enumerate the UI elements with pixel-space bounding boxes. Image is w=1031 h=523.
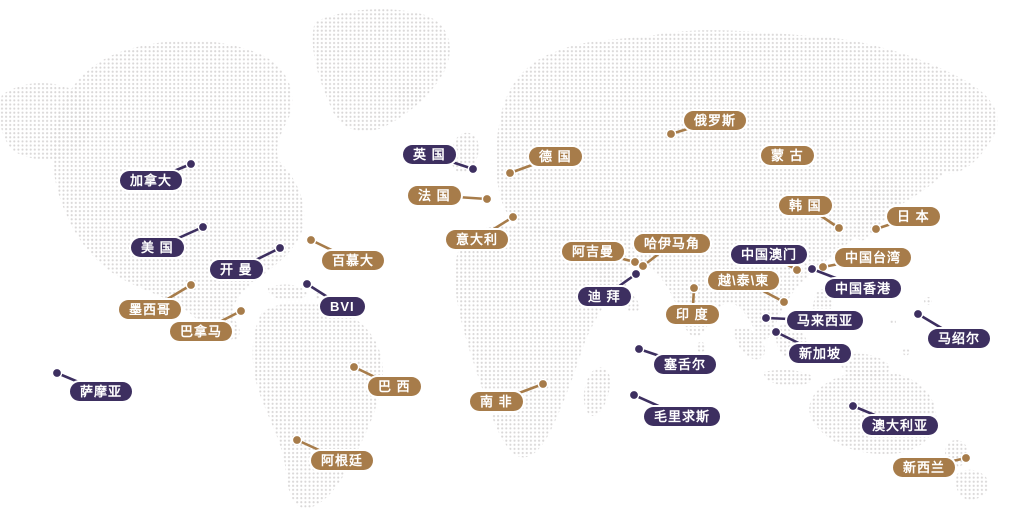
pin-dot-uk bbox=[467, 163, 479, 175]
pin-dot-italy bbox=[507, 211, 519, 223]
location-pill-ajman: 阿吉曼 bbox=[562, 242, 625, 261]
location-pill-germany: 德 国 bbox=[529, 147, 582, 166]
pin-dot-korea bbox=[833, 222, 845, 234]
pin-dot-china-hongkong bbox=[806, 263, 818, 275]
location-pill-uk: 英 国 bbox=[403, 145, 456, 164]
location-pill-china-hongkong: 中国香港 bbox=[825, 279, 902, 298]
pin-dot-france bbox=[481, 193, 493, 205]
location-pill-bvi: BVI bbox=[320, 297, 365, 316]
location-pill-singapore: 新加坡 bbox=[789, 344, 852, 363]
location-pill-mongolia: 蒙 古 bbox=[761, 146, 814, 165]
pin-dot-new-zealand bbox=[960, 452, 972, 464]
pin-dot-samoa bbox=[51, 367, 63, 379]
pin-dot-south-africa bbox=[537, 378, 549, 390]
location-pill-ras-al-khaimah: 哈伊马角 bbox=[634, 234, 711, 253]
location-pill-japan: 日 本 bbox=[887, 207, 940, 226]
location-pill-mexico: 墨西哥 bbox=[119, 300, 182, 319]
pin-dot-india bbox=[688, 282, 700, 294]
pin-dot-germany bbox=[504, 167, 516, 179]
location-pill-france: 法 国 bbox=[408, 186, 461, 205]
pin-dot-china-macau bbox=[791, 264, 803, 276]
location-pill-canada: 加拿大 bbox=[120, 171, 183, 190]
location-pill-brazil: 巴 西 bbox=[368, 377, 421, 396]
location-pill-italy: 意大利 bbox=[446, 230, 509, 249]
location-pill-mauritius: 毛里求斯 bbox=[644, 407, 721, 426]
pin-dot-mexico bbox=[185, 279, 197, 291]
location-pill-bermuda: 百慕大 bbox=[322, 251, 385, 270]
location-pill-india: 印 度 bbox=[666, 305, 719, 324]
pin-dot-argentina bbox=[291, 434, 303, 446]
location-pill-dubai: 迪 拜 bbox=[578, 287, 631, 306]
pin-dot-dubai bbox=[630, 268, 642, 280]
location-pill-china-macau: 中国澳门 bbox=[731, 245, 808, 264]
location-pill-argentina: 阿根廷 bbox=[311, 451, 374, 470]
pin-dot-usa bbox=[197, 221, 209, 233]
pin-dot-vietnam-thailand-cambodia bbox=[778, 296, 790, 308]
location-pill-usa: 美 国 bbox=[131, 238, 184, 257]
pin-dot-mauritius bbox=[628, 389, 640, 401]
pin-dot-russia bbox=[665, 128, 677, 140]
pin-dot-bvi bbox=[301, 278, 313, 290]
pin-dot-australia bbox=[847, 400, 859, 412]
pin-dot-singapore bbox=[770, 326, 782, 338]
location-pill-samoa: 萨摩亚 bbox=[70, 382, 133, 401]
pin-dot-ras-al-khaimah bbox=[637, 260, 649, 272]
location-pill-malaysia: 马来西亚 bbox=[787, 311, 864, 330]
location-pill-south-africa: 南 非 bbox=[470, 392, 523, 411]
location-pill-marshall-islands: 马绍尔 bbox=[928, 329, 991, 348]
location-pill-seychelles: 塞舌尔 bbox=[654, 355, 717, 374]
location-pill-new-zealand: 新西兰 bbox=[893, 458, 956, 477]
pin-dot-panama bbox=[235, 305, 247, 317]
pin-dot-bermuda bbox=[305, 234, 317, 246]
pin-dot-seychelles bbox=[633, 343, 645, 355]
pin-dot-canada bbox=[185, 158, 197, 170]
location-pill-cayman: 开 曼 bbox=[210, 260, 263, 279]
location-pill-russia: 俄罗斯 bbox=[684, 111, 747, 130]
location-pill-vietnam-thailand-cambodia: 越\泰\柬 bbox=[708, 271, 780, 290]
location-pill-china-taiwan: 中国台湾 bbox=[835, 248, 912, 267]
pin-dot-china-taiwan bbox=[817, 261, 829, 273]
location-pill-panama: 巴拿马 bbox=[170, 322, 233, 341]
pin-dot-cayman bbox=[274, 242, 286, 254]
pin-dot-malaysia bbox=[760, 312, 772, 324]
pin-dot-brazil bbox=[348, 361, 360, 373]
pin-dot-marshall-islands bbox=[912, 308, 924, 320]
pin-dot-japan bbox=[870, 223, 882, 235]
location-pill-korea: 韩 国 bbox=[779, 196, 832, 215]
location-pill-australia: 澳大利亚 bbox=[862, 416, 939, 435]
